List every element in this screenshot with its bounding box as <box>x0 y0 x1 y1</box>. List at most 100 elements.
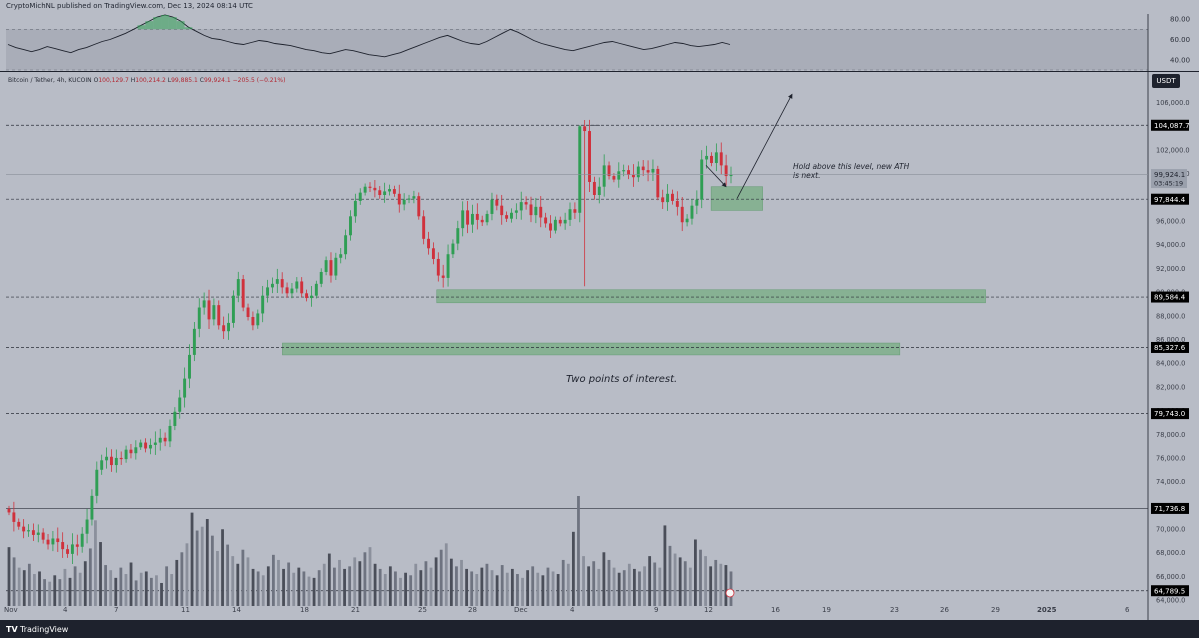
candle-body <box>183 378 187 398</box>
volume-bar <box>714 559 718 606</box>
candle-body <box>427 238 431 249</box>
candle-body <box>622 170 626 172</box>
countdown-label: 03:45:19 <box>1154 180 1183 188</box>
price-tick-label: 102,000.0 <box>1156 146 1190 154</box>
volume-bar <box>78 572 82 606</box>
volume-bar <box>165 566 169 606</box>
volume-bar <box>607 559 611 606</box>
volume-bar <box>694 539 697 606</box>
volume-bar <box>531 566 535 606</box>
x-tick-label: 11 <box>181 606 190 614</box>
rsi-overbought-fill <box>145 21 154 30</box>
candle-body <box>431 248 435 259</box>
candle-body <box>61 542 65 550</box>
candle-body <box>466 210 470 225</box>
currency-badge[interactable]: USDT <box>1152 74 1180 88</box>
candle-body <box>383 191 387 195</box>
x-tick-label: 23 <box>890 606 899 614</box>
volume-bar <box>43 579 46 606</box>
volume-bar <box>678 557 682 606</box>
candle-body <box>329 260 333 276</box>
x-tick-label: 25 <box>418 606 427 614</box>
volume-bar <box>582 556 585 606</box>
volume-bar <box>185 543 189 606</box>
candle-body <box>568 209 572 220</box>
candle-body <box>636 166 640 178</box>
candle-body <box>261 295 265 314</box>
volume-bar <box>388 566 392 606</box>
volume-bar <box>434 557 438 606</box>
candle-body <box>680 206 684 223</box>
volume-bar <box>236 563 240 606</box>
rsi-overbought-fill <box>137 25 146 30</box>
candle-body <box>505 215 509 219</box>
price-level-label-bg <box>1151 291 1189 303</box>
candle-body <box>495 199 499 206</box>
candle-body <box>700 159 704 200</box>
current-price-label: 99,924.1 <box>1154 171 1185 179</box>
candle-body <box>441 275 445 278</box>
candle-body <box>275 279 279 284</box>
price-tick-label: 68,000.0 <box>1156 549 1185 557</box>
volume-bar <box>170 574 174 606</box>
volume-bar <box>175 559 179 606</box>
volume-bar <box>561 559 565 606</box>
x-tick-label: 29 <box>991 606 1000 614</box>
volume-bar <box>104 565 108 606</box>
candle-body <box>207 300 211 320</box>
candle-body <box>719 152 723 166</box>
candle-body <box>656 168 660 198</box>
volume-bar <box>541 575 545 606</box>
candle-body <box>510 212 513 219</box>
volume-bar <box>53 575 57 606</box>
price-tick-label: 106,000.0 <box>1156 99 1190 107</box>
x-tick-label: 12 <box>704 606 713 614</box>
candle-body <box>578 126 582 213</box>
candle-body <box>295 281 299 289</box>
volume-bar <box>556 574 560 606</box>
candle-body <box>197 307 201 329</box>
volume-bar <box>648 556 652 606</box>
x-tick-label: Dec <box>514 606 528 614</box>
volume-bar <box>658 567 662 606</box>
volume-bar <box>353 557 357 606</box>
candle-body <box>402 199 406 205</box>
volume-bar <box>612 567 616 606</box>
volume-bar <box>617 572 621 606</box>
open-label: O <box>93 77 99 84</box>
volume-bar <box>99 542 102 606</box>
volume-bar <box>394 571 397 606</box>
volume-bar <box>505 572 509 606</box>
volume-bar <box>704 556 707 606</box>
volume-bar <box>673 553 677 606</box>
candle-body <box>349 216 352 236</box>
price-level-label-bg <box>1151 193 1189 205</box>
price-tick-label: 82,000.0 <box>1156 383 1185 391</box>
volume-bar <box>124 574 128 606</box>
volume-bar <box>139 572 143 606</box>
candle-body <box>724 165 728 177</box>
candle-body <box>695 199 699 206</box>
volume-bar <box>200 526 204 606</box>
candle-body <box>378 190 382 195</box>
volume-bar <box>129 562 133 606</box>
x-tick-label: 14 <box>232 606 241 614</box>
candle-body <box>158 437 162 443</box>
volume-bar <box>322 563 326 606</box>
footer-bar <box>0 620 1199 638</box>
volume-bar <box>414 563 418 606</box>
rsi-line <box>7 14 731 58</box>
price-level-label: 97,844.4 <box>1154 196 1186 204</box>
volume-bar <box>653 562 657 606</box>
close-value: 99,924.1 <box>203 77 231 84</box>
volume-bar <box>160 582 163 606</box>
price-tick-label: 76,000.0 <box>1156 454 1185 462</box>
candle-body <box>524 202 528 205</box>
volume-bar <box>444 543 448 606</box>
rsi-tick-label: 60.00 <box>1170 36 1190 44</box>
candle-body <box>90 495 94 520</box>
candle-body <box>236 279 240 296</box>
volume-bar <box>343 568 346 606</box>
